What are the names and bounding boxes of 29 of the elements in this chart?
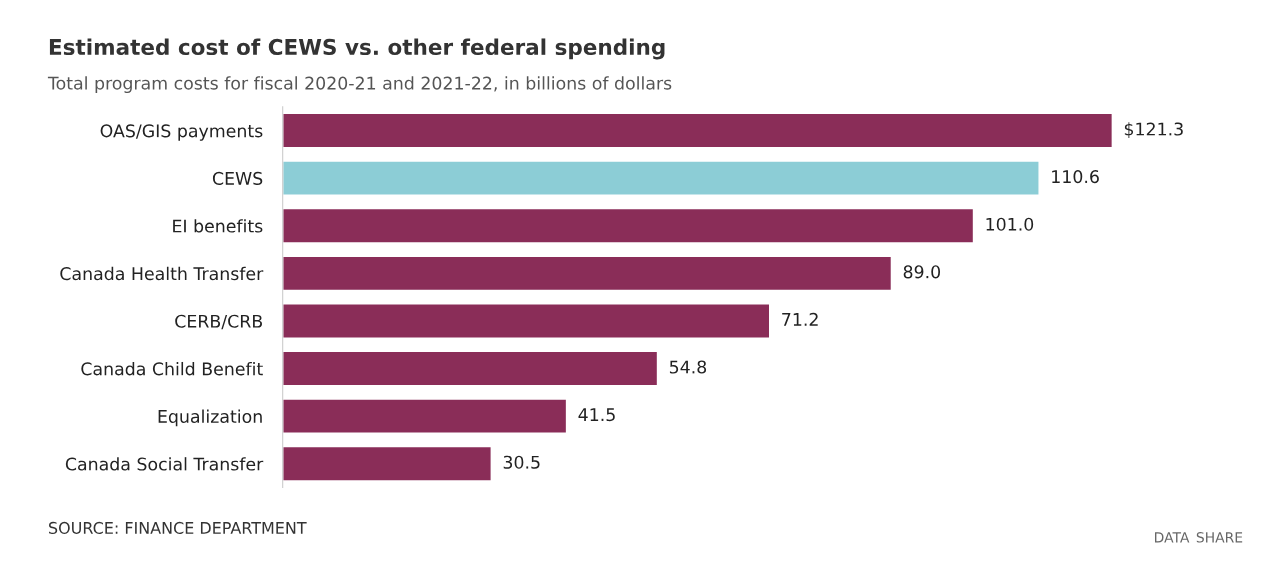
data-label: $121.3 xyxy=(1124,122,1183,138)
bar xyxy=(282,255,893,292)
y-tick-label: CERB/CRB xyxy=(175,314,263,330)
text: DATA xyxy=(1155,532,1190,543)
bar xyxy=(282,445,492,482)
data-label: 110.6 xyxy=(1052,170,1099,184)
source-note: SOURCE: FINANCE DEPARTMENT xyxy=(49,521,307,534)
y-tick-label: OAS/GIS payments xyxy=(100,124,263,141)
y-tick-label: Canada Social Transfer xyxy=(65,457,264,471)
bar xyxy=(282,112,1114,149)
y-tick-label: Canada Child Benefit xyxy=(81,361,263,376)
y-tick-label: Equalization xyxy=(158,409,262,427)
data-label: 89.0 xyxy=(903,265,941,279)
bar xyxy=(282,303,771,339)
bar xyxy=(282,160,1040,196)
bar xyxy=(282,350,659,387)
chart-title: Estimated cost of CEWS vs. other federal spending xyxy=(49,38,665,60)
y-tick-label: EI benefits xyxy=(173,219,263,233)
data-label: 54.8 xyxy=(669,360,707,374)
bar xyxy=(282,398,568,434)
data-label: 71.2 xyxy=(782,312,818,326)
data-label: 30.5 xyxy=(503,455,540,469)
y-tick-label: Canada Health Transfer xyxy=(60,266,264,281)
data-label: 41.5 xyxy=(578,408,615,422)
text: SHARE xyxy=(1196,532,1243,543)
chart-subtitle: Total program costs for fiscal 2020-21 and 2021-22, in billions of dollars xyxy=(47,76,672,94)
y-tick-label: CEWS xyxy=(212,171,263,185)
data-label: 101.0 xyxy=(986,217,1034,231)
bar xyxy=(282,207,975,244)
